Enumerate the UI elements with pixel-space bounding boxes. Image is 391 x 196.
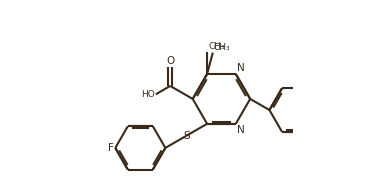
Text: N: N [237,124,245,134]
Text: N: N [237,63,245,73]
Text: S: S [183,131,190,141]
Text: O: O [166,56,174,66]
Text: F: F [108,143,114,153]
Text: HO: HO [141,90,155,99]
Text: CH₃: CH₃ [213,43,230,52]
Text: CH₃: CH₃ [208,42,225,51]
